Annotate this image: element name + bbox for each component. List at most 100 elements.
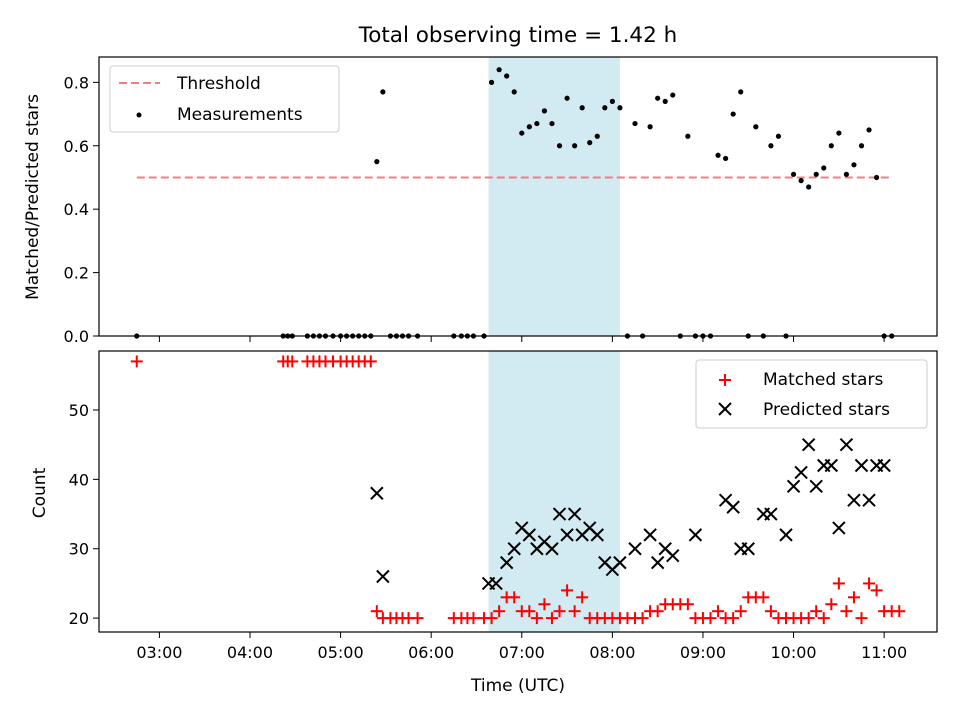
measurement-point bbox=[511, 89, 517, 95]
matched-point bbox=[870, 584, 883, 597]
x-axis-label: Time (UTC) bbox=[470, 676, 565, 696]
ratio-axis-ticks: 0.0 0.2 0.4 0.6 0.8 bbox=[64, 73, 885, 346]
measurement-point bbox=[488, 79, 495, 85]
matched-point bbox=[370, 605, 383, 618]
matched-point bbox=[568, 605, 581, 618]
predicted-point bbox=[877, 458, 891, 473]
measurement-point bbox=[730, 111, 736, 117]
predicted-point bbox=[628, 542, 642, 556]
predicted-point bbox=[824, 458, 839, 473]
x-tick-label: 05:00 bbox=[318, 643, 364, 662]
measurement-point bbox=[775, 133, 782, 139]
predicted-point bbox=[590, 528, 604, 542]
x-tick-label: 06:00 bbox=[408, 643, 454, 662]
matched-point bbox=[855, 612, 868, 625]
legend-matched-label: Matched stars bbox=[763, 370, 883, 390]
ratio-y-tick-label: 0.2 bbox=[64, 264, 89, 283]
x-tick-label: 11:00 bbox=[861, 643, 907, 662]
measurement-point bbox=[821, 165, 827, 171]
predicted-point bbox=[613, 555, 627, 570]
predicted-point bbox=[560, 528, 574, 542]
legend-threshold-label: Threshold bbox=[176, 74, 261, 94]
predicted-point bbox=[643, 528, 657, 542]
x-tick-label: 08:00 bbox=[589, 643, 635, 662]
matched-point bbox=[863, 577, 876, 590]
matched-point bbox=[130, 355, 143, 368]
measurement-point bbox=[587, 140, 593, 146]
measurement-point bbox=[534, 120, 540, 127]
measurement-point bbox=[738, 89, 744, 95]
predicted-point bbox=[370, 486, 384, 500]
measurement-point bbox=[798, 178, 804, 184]
measurement-point bbox=[572, 143, 578, 149]
matched-point bbox=[651, 605, 664, 618]
ratio-y-axis-label: Matched/Predicted stars bbox=[23, 94, 43, 300]
measurement-point bbox=[858, 143, 865, 149]
ratio-legend: Threshold Measurements bbox=[109, 65, 340, 133]
matched-point bbox=[523, 605, 536, 618]
measurement-point bbox=[526, 124, 532, 130]
count-plot-frame bbox=[98, 350, 938, 633]
legend-matched-swatch bbox=[719, 374, 731, 386]
predicted-point bbox=[666, 548, 680, 563]
measurement-point bbox=[647, 124, 653, 130]
measurement-point bbox=[806, 184, 812, 190]
predicted-point bbox=[650, 555, 665, 570]
count-legend-box bbox=[695, 359, 928, 429]
predicted-point bbox=[567, 507, 582, 521]
legend-measurements-label: Measurements bbox=[177, 105, 303, 125]
measurement-point bbox=[549, 120, 555, 127]
matched-point bbox=[712, 605, 725, 618]
matched-point bbox=[485, 612, 498, 625]
matched-point bbox=[832, 577, 845, 590]
measurement-point bbox=[685, 133, 691, 139]
matched-point bbox=[893, 605, 906, 618]
measurement-point bbox=[617, 105, 623, 111]
predicted-point bbox=[847, 493, 861, 507]
measurement-point bbox=[670, 92, 676, 98]
measurement-point bbox=[866, 127, 872, 133]
matched-point bbox=[757, 591, 770, 604]
matched-point bbox=[364, 355, 377, 368]
predicted-point bbox=[764, 507, 778, 521]
x-tick-label: 09:00 bbox=[680, 643, 726, 662]
predicted-point bbox=[552, 507, 567, 521]
matched-point bbox=[286, 355, 299, 368]
predicted-point bbox=[794, 465, 808, 480]
measurement-point bbox=[541, 108, 548, 114]
predicted-point bbox=[376, 569, 390, 584]
ratio-y-tick-label: 0.8 bbox=[64, 73, 89, 92]
ratio-plot-frame bbox=[98, 56, 938, 337]
measurement-point bbox=[609, 98, 615, 104]
measurement-point bbox=[564, 95, 570, 101]
measurement-point bbox=[836, 130, 842, 136]
measurement-point bbox=[602, 105, 608, 111]
matched-point bbox=[847, 591, 860, 604]
measurement-point bbox=[813, 171, 819, 177]
count-panel: 03:00 04:00 05:00 06:00 07:00 08:00 09:00 10:00… bbox=[30, 350, 938, 696]
matched-point bbox=[840, 605, 853, 618]
predicted-point bbox=[726, 500, 740, 514]
legend-measurements-swatch bbox=[136, 112, 142, 118]
measurement-point bbox=[753, 124, 759, 130]
count-legend: Matched stars Predicted stars bbox=[695, 359, 928, 429]
count-y-axis-label: Count bbox=[30, 467, 50, 518]
predicted-point bbox=[779, 528, 793, 542]
predicted-point bbox=[545, 542, 559, 556]
matched-points bbox=[130, 355, 906, 625]
predicted-point bbox=[522, 528, 537, 542]
matched-point bbox=[810, 605, 823, 618]
x-tick-label: 04:00 bbox=[227, 643, 273, 662]
predicted-point bbox=[832, 521, 846, 535]
measurement-point bbox=[715, 152, 721, 158]
measurement-point bbox=[874, 174, 880, 181]
matched-point bbox=[553, 605, 566, 618]
legend-predicted-swatch bbox=[718, 402, 732, 416]
measurement-point bbox=[579, 105, 585, 111]
measurement-point bbox=[662, 98, 668, 104]
matched-point bbox=[825, 598, 838, 611]
predicted-points bbox=[370, 437, 891, 591]
matched-point bbox=[576, 591, 589, 604]
measurement-point bbox=[851, 162, 857, 168]
